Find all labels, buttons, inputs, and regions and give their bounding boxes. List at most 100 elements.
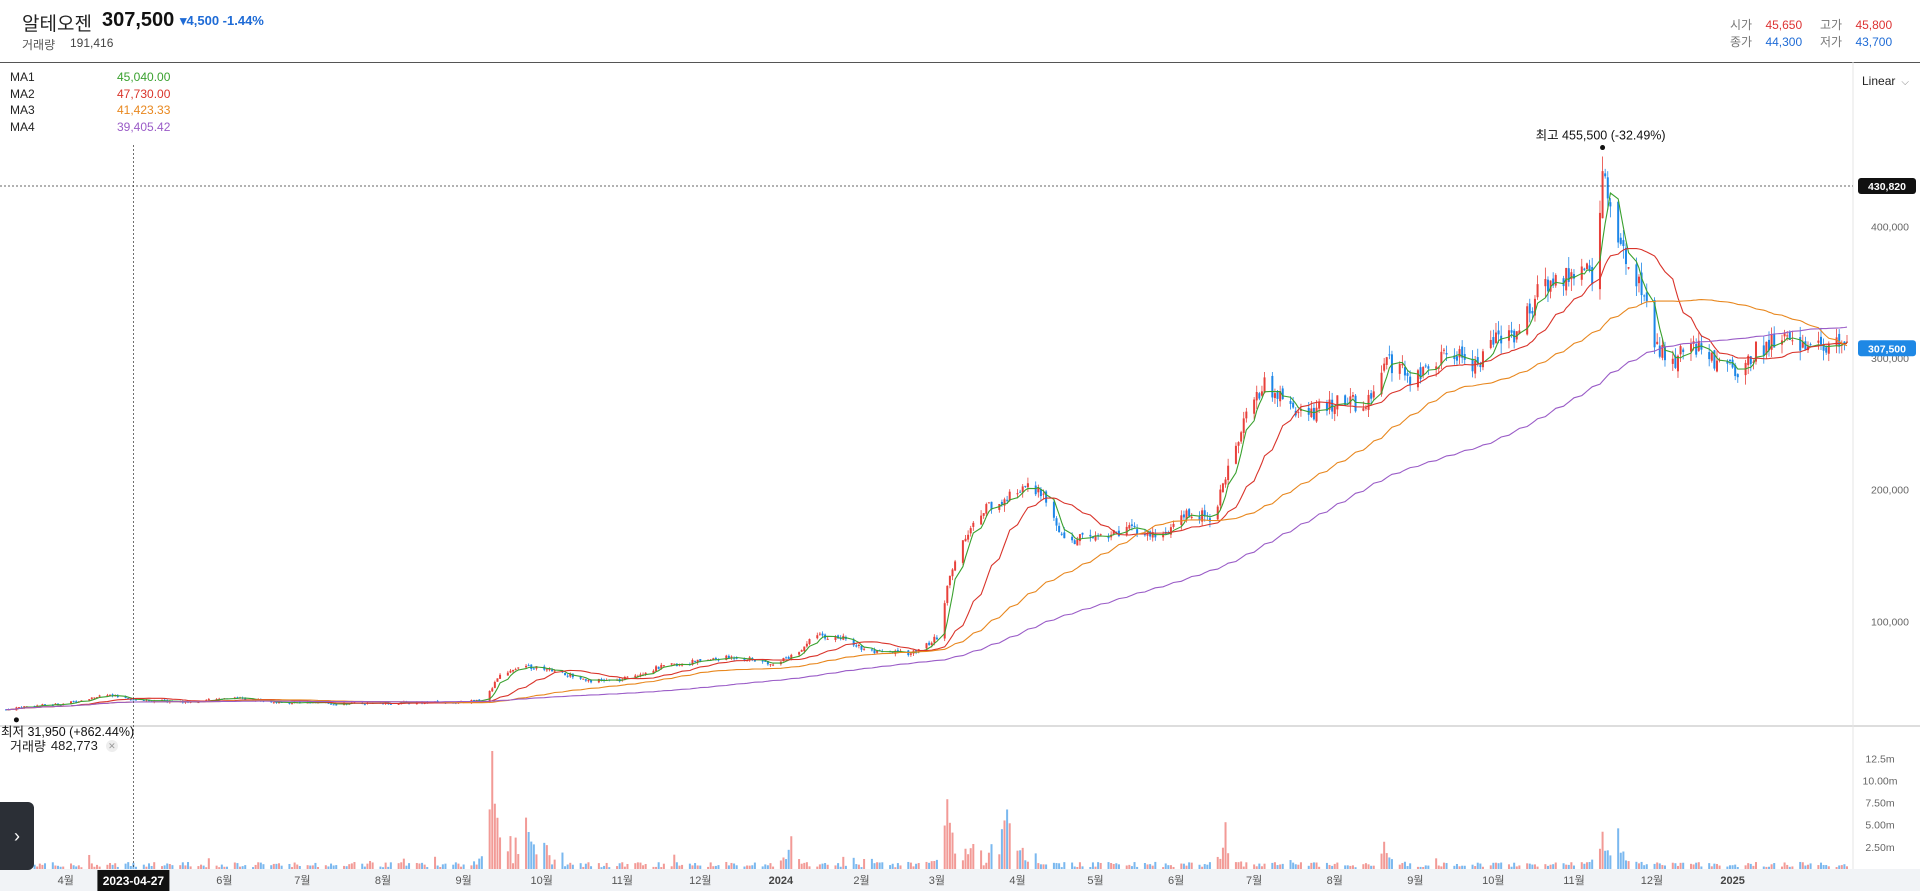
volume-bar: [1094, 866, 1097, 869]
volume-bar: [642, 865, 645, 869]
candle-body: [1128, 525, 1131, 529]
candle-body: [1151, 532, 1154, 538]
candle-body: [1531, 310, 1534, 314]
volume-bar: [348, 864, 351, 869]
volume-bar: [1344, 865, 1347, 869]
time-tick-label: 2025: [1720, 875, 1744, 887]
expand-panel-button[interactable]: ›: [0, 802, 34, 870]
volume-bar: [1536, 866, 1539, 869]
volume-bar: [493, 803, 496, 869]
volume-bar: [1052, 862, 1055, 869]
scale-mode-dropdown[interactable]: Linear ⌵: [1862, 74, 1909, 88]
candle-body: [691, 659, 694, 665]
volume-bar: [369, 860, 372, 869]
volume-bar: [1500, 862, 1503, 869]
candle-body: [935, 637, 938, 640]
volume-bar: [80, 867, 83, 869]
candle-body: [634, 675, 637, 678]
volume-bar: [1276, 865, 1279, 869]
volume-bar: [439, 866, 442, 869]
volume-bar: [891, 863, 894, 869]
volume-bar: [434, 856, 437, 869]
candle-body: [644, 672, 647, 675]
volume-bar: [98, 866, 101, 869]
volume-bar: [694, 863, 697, 869]
low-marker-label: 최저 31,950 (+862.44%): [1, 725, 134, 739]
volume-bar: [1190, 862, 1193, 869]
volume-bar: [1786, 864, 1789, 869]
candle-body: [1492, 337, 1495, 345]
candle-body: [896, 650, 899, 653]
volume-bar: [90, 863, 93, 869]
candle-body: [1572, 274, 1575, 279]
candle-body: [1827, 343, 1830, 354]
volume-bar: [1271, 862, 1274, 869]
candle-body: [1325, 402, 1328, 411]
candle-body: [873, 650, 876, 654]
stock-name: 알테오젠: [22, 14, 92, 35]
candle-body: [1380, 372, 1383, 395]
volume-bar: [460, 866, 463, 869]
volume-bar: [1112, 863, 1115, 869]
candle-body: [1289, 401, 1292, 404]
candle-body: [764, 660, 767, 662]
volume-bar: [452, 864, 455, 869]
volume-bar: [1097, 862, 1100, 869]
candle-body: [948, 575, 951, 586]
volume-bar: [571, 864, 574, 869]
volume-bar: [57, 865, 60, 869]
candle-body: [1273, 393, 1276, 399]
volume-bar: [1715, 863, 1718, 869]
candle-body: [660, 664, 663, 669]
volume-bar: [1507, 864, 1510, 869]
volume-bar: [660, 867, 663, 869]
volume-bar: [116, 866, 119, 869]
volume-bar: [1117, 864, 1120, 869]
crosshair-date-label: 2023-04-27: [103, 874, 165, 888]
volume-bar: [1240, 861, 1243, 869]
close-icon[interactable]: ✕: [105, 739, 118, 752]
volume-bar: [1385, 853, 1388, 869]
volume-bar: [252, 867, 255, 869]
candle-body: [1180, 515, 1183, 525]
volume-bar: [207, 858, 210, 869]
candle-body: [1034, 485, 1037, 495]
candle-body: [1154, 533, 1157, 538]
volume-bar: [1201, 866, 1204, 869]
candle-body: [579, 676, 582, 679]
volume-bar: [530, 841, 533, 869]
candle-body: [1817, 340, 1820, 343]
volume-bar: [129, 865, 132, 869]
candle-body: [1528, 303, 1531, 314]
volume-bar: [1403, 861, 1406, 869]
volume-tick-label: 10.00m: [1862, 775, 1897, 787]
volume-bar: [1455, 863, 1458, 869]
last-price-label: 307,500: [1868, 343, 1906, 355]
volume-bar: [1162, 867, 1165, 869]
time-tick-label: 12월: [1641, 874, 1663, 887]
volume-bar: [1497, 863, 1500, 869]
candle-body: [272, 702, 275, 704]
candle-body: [1419, 367, 1422, 380]
volume-bar: [597, 863, 600, 869]
volume-bar: [1208, 862, 1211, 869]
volume-bar: [855, 864, 858, 869]
candle-body: [506, 672, 509, 676]
volume-bar: [1835, 867, 1838, 869]
volume-bar: [317, 866, 320, 869]
volume-bar: [1528, 863, 1531, 869]
candle-body: [1203, 510, 1206, 516]
volume-bar: [899, 865, 902, 869]
candle-body: [1279, 391, 1282, 402]
volume-bar: [1180, 863, 1183, 869]
volume-bar: [582, 866, 585, 869]
candle-body: [1351, 395, 1354, 397]
candle-body: [1752, 361, 1755, 363]
volume-bar: [982, 865, 985, 869]
candle-body: [808, 639, 811, 644]
volume-bar: [1006, 809, 1009, 869]
candle-body: [1606, 177, 1609, 199]
volume-tick-label: 2.50m: [1865, 842, 1894, 854]
volume-bar: [1351, 865, 1354, 869]
